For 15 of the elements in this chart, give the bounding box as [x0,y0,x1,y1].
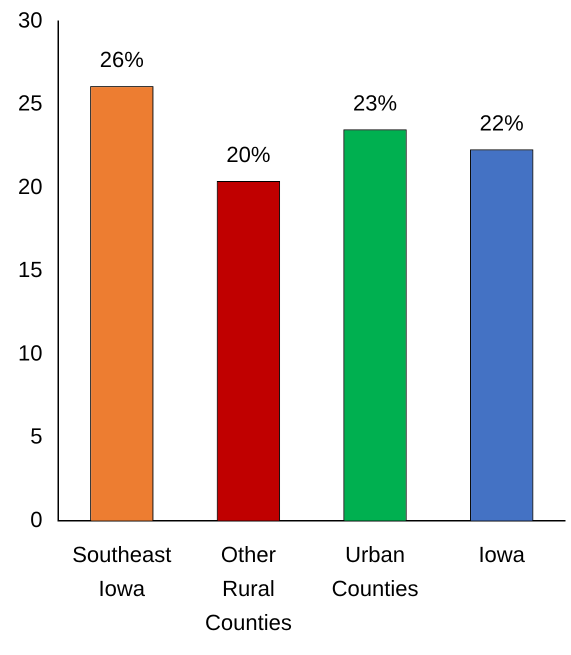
data-label: 22% [480,110,524,136]
x-tick-label: Urban Counties [332,542,418,601]
y-tick-label: 0 [30,506,42,532]
data-label: 23% [353,90,398,116]
y-tick-label: 20 [18,174,42,199]
data-label: 26% [100,47,144,72]
y-tick-label: 10 [18,340,42,366]
y-tick-label: 25 [18,90,42,116]
y-tick-label: 15 [18,257,42,282]
data-label: 20% [226,142,270,168]
x-tick-label: Southeast Iowa [72,542,172,601]
y-tick-label: 5 [30,424,42,449]
y-tick-label: 30 [18,7,42,32]
x-tick-label: Iowa [478,542,526,567]
x-tick-label: Other Rural Counties [204,542,292,636]
